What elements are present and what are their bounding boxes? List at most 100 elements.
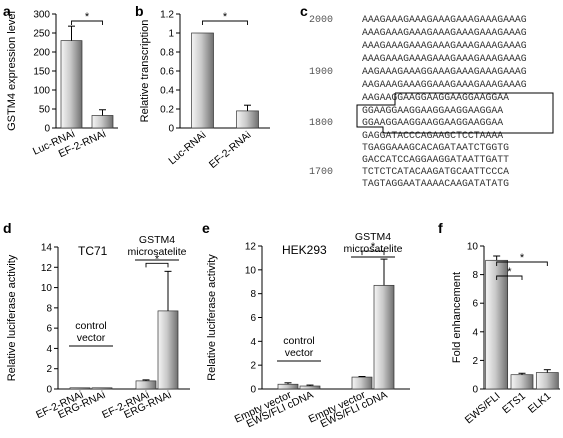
group-annotation: microsatelite — [128, 246, 187, 258]
y-tick-label: 1.2 — [160, 10, 174, 21]
y-tick-label: 10 — [245, 265, 257, 276]
y-tick-label: 200 — [33, 48, 50, 59]
y-tick-label: 2 — [472, 356, 478, 367]
group-annotation: GSTM4 — [139, 234, 175, 246]
significance-star: * — [507, 266, 512, 278]
sequence-line: GGAAGGAAGGAAGGAAGGAAGGAA — [362, 105, 503, 116]
panel-label-d: d — [3, 220, 12, 236]
y-tick-label: 0 — [168, 124, 174, 135]
significance-bracket — [145, 262, 169, 268]
group-annotation: control — [75, 320, 107, 332]
y-tick-label: 50 — [39, 105, 51, 116]
y-tick-label: 6 — [472, 299, 478, 310]
sequence-line: TGAGGAAAGCACAGATAATCTGGTG — [362, 142, 509, 153]
sequence-line: AAGAAGGAAGGAAGGAAGGAAGGAA — [362, 92, 509, 103]
y-tick-label: 100 — [33, 86, 50, 97]
significance-bracket — [496, 261, 548, 266]
y-tick-label: 0 — [250, 385, 256, 396]
y-tick-label: 12 — [245, 242, 257, 253]
y-axis-label: GSTM4 expression level — [6, 11, 18, 131]
y-tick-label: 0 — [472, 385, 478, 396]
chart-title: TC71 — [78, 244, 108, 258]
y-tick-label: 300 — [33, 10, 50, 21]
significance-bracket — [202, 20, 248, 25]
y-axis-label: Relative luciferase activity — [206, 254, 218, 381]
bar — [157, 310, 179, 390]
sequence-position-label: 1800 — [309, 118, 333, 129]
y-tick-label: 4 — [46, 344, 52, 355]
bar — [351, 376, 373, 390]
bar — [510, 374, 534, 390]
y-tick-label: 0.2 — [160, 105, 174, 116]
significance-star: * — [371, 241, 376, 253]
bar — [277, 383, 299, 390]
sequence-line: AAGAAAGAAAGGAAAGAAAGAAAGAAAG — [362, 79, 527, 90]
y-tick-label: 0.4 — [160, 86, 174, 97]
y-tick-label: 0.6 — [160, 67, 174, 78]
x-category-label: Luc-RNAi — [166, 129, 208, 167]
significance-star: * — [155, 253, 160, 265]
chart-panel-b: 0 0.2 0.4 0.6 0.8 1 1.2 Relative transcription L… — [139, 10, 270, 171]
y-tick-label: 8 — [472, 270, 478, 281]
y-axis-label: Fold enhancement — [451, 272, 463, 363]
significance-star: * — [520, 252, 525, 264]
sequence-line: TAGTAGGAATAAAACAAGATATATG — [362, 178, 509, 189]
y-tick-label: 4 — [472, 327, 478, 338]
group-annotation: control — [283, 335, 315, 347]
microsatellite-box — [356, 92, 554, 134]
group-annotation: microsatelite — [344, 243, 403, 255]
significance-star: * — [223, 11, 228, 23]
y-tick-label: 2 — [46, 364, 52, 375]
bar — [69, 387, 91, 390]
bar — [91, 115, 114, 129]
panel-label-b: b — [135, 3, 144, 19]
y-tick-label: 10 — [467, 242, 479, 253]
significance-bracket — [71, 20, 103, 25]
sequence-line: GGAAGGAAGGAAGGAAGGAAGGAA — [362, 117, 503, 128]
chart-panel-d: 0 2 4 6 8 10 12 14 Relative luciferase activity T… — [6, 234, 190, 421]
bar — [191, 32, 214, 129]
significance-bracket — [361, 250, 385, 256]
y-tick-label: 14 — [41, 243, 53, 254]
sequence-panel: 2000 1900 1800 1700 AAAGAAAGAAAGAAAGAAAG… — [309, 14, 554, 189]
sequence-line: AAAGAAAGAAAGAAAGAAAGAAAGAAAG — [362, 40, 527, 51]
y-tick-label: 6 — [46, 324, 52, 335]
x-category-label: EF-2-RNAi — [207, 129, 254, 171]
panel-label-c: c — [300, 3, 308, 19]
bar — [373, 284, 395, 390]
y-tick-label: 250 — [33, 29, 50, 40]
panel-label-e: e — [202, 220, 210, 236]
x-category-label: EWS/FLI — [463, 390, 503, 426]
y-tick-label: 1 — [168, 29, 174, 40]
bar — [135, 380, 157, 390]
sequence-line: AAAGAAAGAAAGAAAGAAAGAAAGAAAG — [362, 14, 527, 25]
y-axis-label: Relative transcription — [139, 20, 151, 123]
sequence-line: GAGGATACCCAGAAGCTCCTAAAA — [362, 130, 503, 141]
chart-title: HEK293 — [282, 243, 327, 257]
sequence-position-label: 1900 — [309, 67, 333, 78]
sequence-line: AAAGAAAGAAAGAAAGAAAGAAAGAAAG — [362, 27, 527, 38]
significance-star: * — [85, 11, 90, 23]
sequence-line: AAAGAAAGAAAGAAAGAAAGAAAGAAAG — [362, 53, 527, 64]
x-category-label: ETS1 — [500, 390, 528, 416]
x-category-label: ELK1 — [526, 390, 554, 416]
bar — [236, 110, 259, 129]
panel-label-f: f — [438, 220, 443, 236]
panel-label-a: a — [3, 3, 11, 19]
bar — [535, 372, 559, 390]
sequence-position-label: 1700 — [309, 167, 333, 178]
sequence-position-label: 2000 — [309, 15, 333, 26]
sequence-line: AAGAAAGAAAGGAAAGAAAGAAAGAAAG — [362, 66, 527, 77]
bar — [91, 387, 113, 390]
chart-panel-e: 0 2 4 6 8 10 12 Relative luciferase activity HEK… — [206, 231, 410, 430]
y-tick-label: 8 — [46, 303, 52, 314]
group-annotation: vector — [285, 347, 314, 359]
y-tick-label: 12 — [41, 263, 53, 274]
sequence-line: GACCATCCAGGAAGGATAATTGATT — [362, 154, 509, 165]
y-tick-label: 4 — [250, 337, 256, 348]
y-tick-label: 2 — [250, 361, 256, 372]
y-tick-label: 10 — [41, 283, 53, 294]
group-annotation: vector — [77, 332, 106, 344]
